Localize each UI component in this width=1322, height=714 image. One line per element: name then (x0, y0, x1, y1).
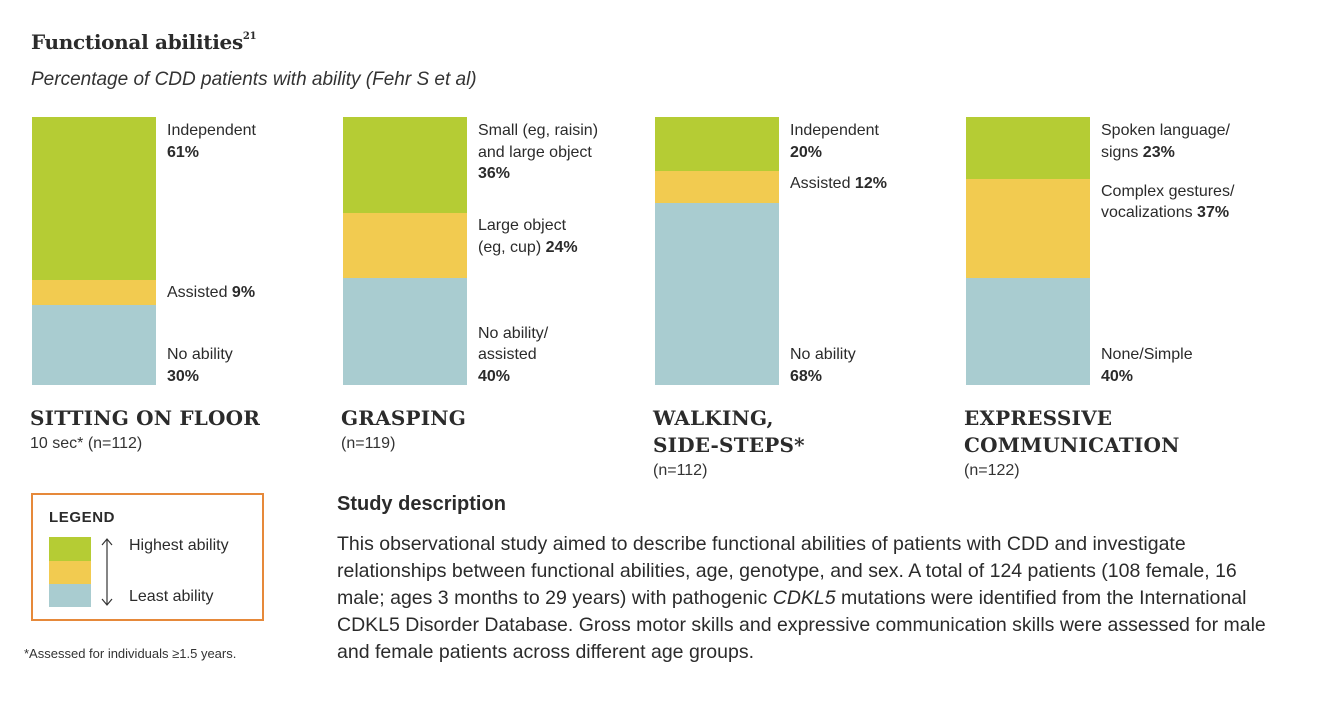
segment-label-text: Assisted (790, 174, 851, 192)
chart-subtitle: (n=119) (341, 435, 396, 452)
stacked-bar (32, 117, 156, 386)
bar-segment-mid (966, 178, 1090, 279)
legend-swatch-high (49, 537, 91, 561)
segment-label-text: No ability (167, 346, 233, 363)
study-text-part: This observational study aimed to descri… (337, 533, 1237, 609)
chart-title: GRASPING (341, 405, 466, 432)
stacked-bar (966, 117, 1090, 386)
bar-segment-high (655, 117, 779, 172)
segment-label: Assisted 9% (167, 282, 327, 304)
segment-percent: 24% (541, 238, 578, 256)
bar-segment-high (32, 117, 156, 281)
segment-percent: 40% (1101, 367, 1134, 385)
segment-label: Small (eg, raisin) and large object 36% (478, 120, 638, 185)
title-reference: 21 (242, 31, 257, 43)
legend-box: LEGEND Highest ability Least ability (31, 493, 264, 621)
segment-label-text: vocalizations (1101, 204, 1193, 222)
segment-label-text: signs (1101, 143, 1139, 161)
legend-title: LEGEND (49, 509, 116, 526)
chart-walking-side-steps: Independent 20% Assisted 12% No ability 68% … (653, 117, 945, 497)
chart-expressive-communication: Spoken language/signs 23% Complex gesture… (964, 117, 1256, 497)
segment-label-text: None/Simple (1101, 346, 1193, 363)
segment-label-text: Spoken language/ (1101, 122, 1230, 139)
chart-subtitle: 10 sec* (n=112) (30, 435, 143, 452)
segment-label: Independent 20% (790, 120, 950, 163)
chart-subtitle: (n=122) (964, 462, 1020, 479)
double-arrow-icon (101, 538, 113, 606)
segment-label-text: Independent (790, 122, 879, 139)
segment-label-text: assisted (478, 346, 537, 363)
study-description: This observational study aimed to descri… (337, 531, 1267, 666)
bar-segment-mid (343, 213, 467, 279)
stacked-bar (343, 117, 467, 386)
segment-percent: 40% (478, 367, 511, 385)
chart-title-line: COMMUNICATION (964, 433, 1180, 457)
segment-label-text: (eg, cup) (478, 238, 542, 256)
chart-subtitle: (n=112) (653, 462, 708, 479)
bar-segment-low (655, 202, 779, 386)
bar-segment-high (966, 117, 1090, 180)
study-text-part: mutations were identified from the Inter… (337, 587, 1266, 663)
chart-title-line: GRASPING (341, 406, 467, 430)
segment-label: Spoken language/signs 23% (1101, 120, 1261, 163)
legend-label-low: Least ability (129, 588, 214, 605)
segment-percent: 20% (790, 143, 823, 161)
segment-percent: 9% (227, 284, 256, 302)
segment-label-text: Complex gestures/ (1101, 182, 1235, 200)
bar-segment-low (966, 277, 1090, 386)
segment-percent: 23% (1138, 143, 1175, 161)
segment-label-text: Large object (478, 217, 567, 235)
segment-label: No ability 68% (790, 344, 950, 387)
gene-name: CDKL5 (772, 587, 836, 609)
bar-segment-mid (655, 170, 779, 204)
bar-segment-high (343, 117, 467, 214)
segment-percent: 30% (167, 367, 200, 385)
segment-label-text: Assisted (167, 284, 228, 302)
segment-label-text: No ability/ (478, 324, 549, 342)
segment-percent: 61% (167, 143, 200, 161)
bar-segment-mid (32, 280, 156, 306)
legend-label-high: Highest ability (129, 537, 229, 554)
bar-segment-low (343, 277, 467, 386)
page-subtitle: Percentage of CDD patients with ability … (31, 69, 477, 90)
stacked-bar (655, 117, 779, 386)
segment-label-text: No ability (790, 346, 856, 363)
segment-label: No ability/assisted 40% (478, 323, 638, 388)
segment-label: Independent 61% (167, 120, 327, 163)
chart-title: SITTING ON FLOOR (30, 405, 260, 432)
segment-percent: 12% (850, 174, 887, 192)
chart-title-line: WALKING, (653, 406, 774, 430)
segment-label: Assisted 12% (790, 173, 950, 195)
chart-title-line: SITTING ON FLOOR (30, 406, 261, 430)
page-title: Functional abilities21 (31, 30, 257, 54)
segment-label: No ability 30% (167, 344, 327, 387)
study-title: Study description (337, 493, 506, 515)
segment-label: Complex gestures/vocalizations 37% (1101, 181, 1261, 224)
legend-swatch-low (49, 584, 91, 607)
chart-title: WALKING, SIDE-STEPS* (653, 405, 805, 459)
segment-percent: 68% (790, 367, 823, 385)
chart-title: EXPRESSIVE COMMUNICATION (964, 405, 1180, 459)
segment-percent: 36% (478, 165, 511, 182)
segment-percent: 37% (1192, 204, 1230, 222)
chart-sitting-on-floor: Independent 61% Assisted 9% No ability 30% S… (30, 117, 322, 497)
bar-segment-low (32, 304, 156, 386)
chart-title-line: SIDE-STEPS* (653, 433, 805, 457)
footnote: *Assessed for individuals ≥1.5 years. (24, 646, 237, 661)
segment-label: Large object (eg, cup) 24% (478, 215, 638, 258)
chart-grasping: Small (eg, raisin) and large object 36% Lar… (341, 117, 633, 497)
segment-label: None/Simple 40% (1101, 344, 1261, 387)
legend-swatch-mid (49, 561, 91, 584)
segment-label-text: Independent (167, 122, 256, 139)
segment-label-text: Small (eg, raisin) (478, 122, 599, 139)
segment-label-text: and large object (478, 143, 592, 161)
chart-title-line: EXPRESSIVE (964, 406, 1113, 430)
